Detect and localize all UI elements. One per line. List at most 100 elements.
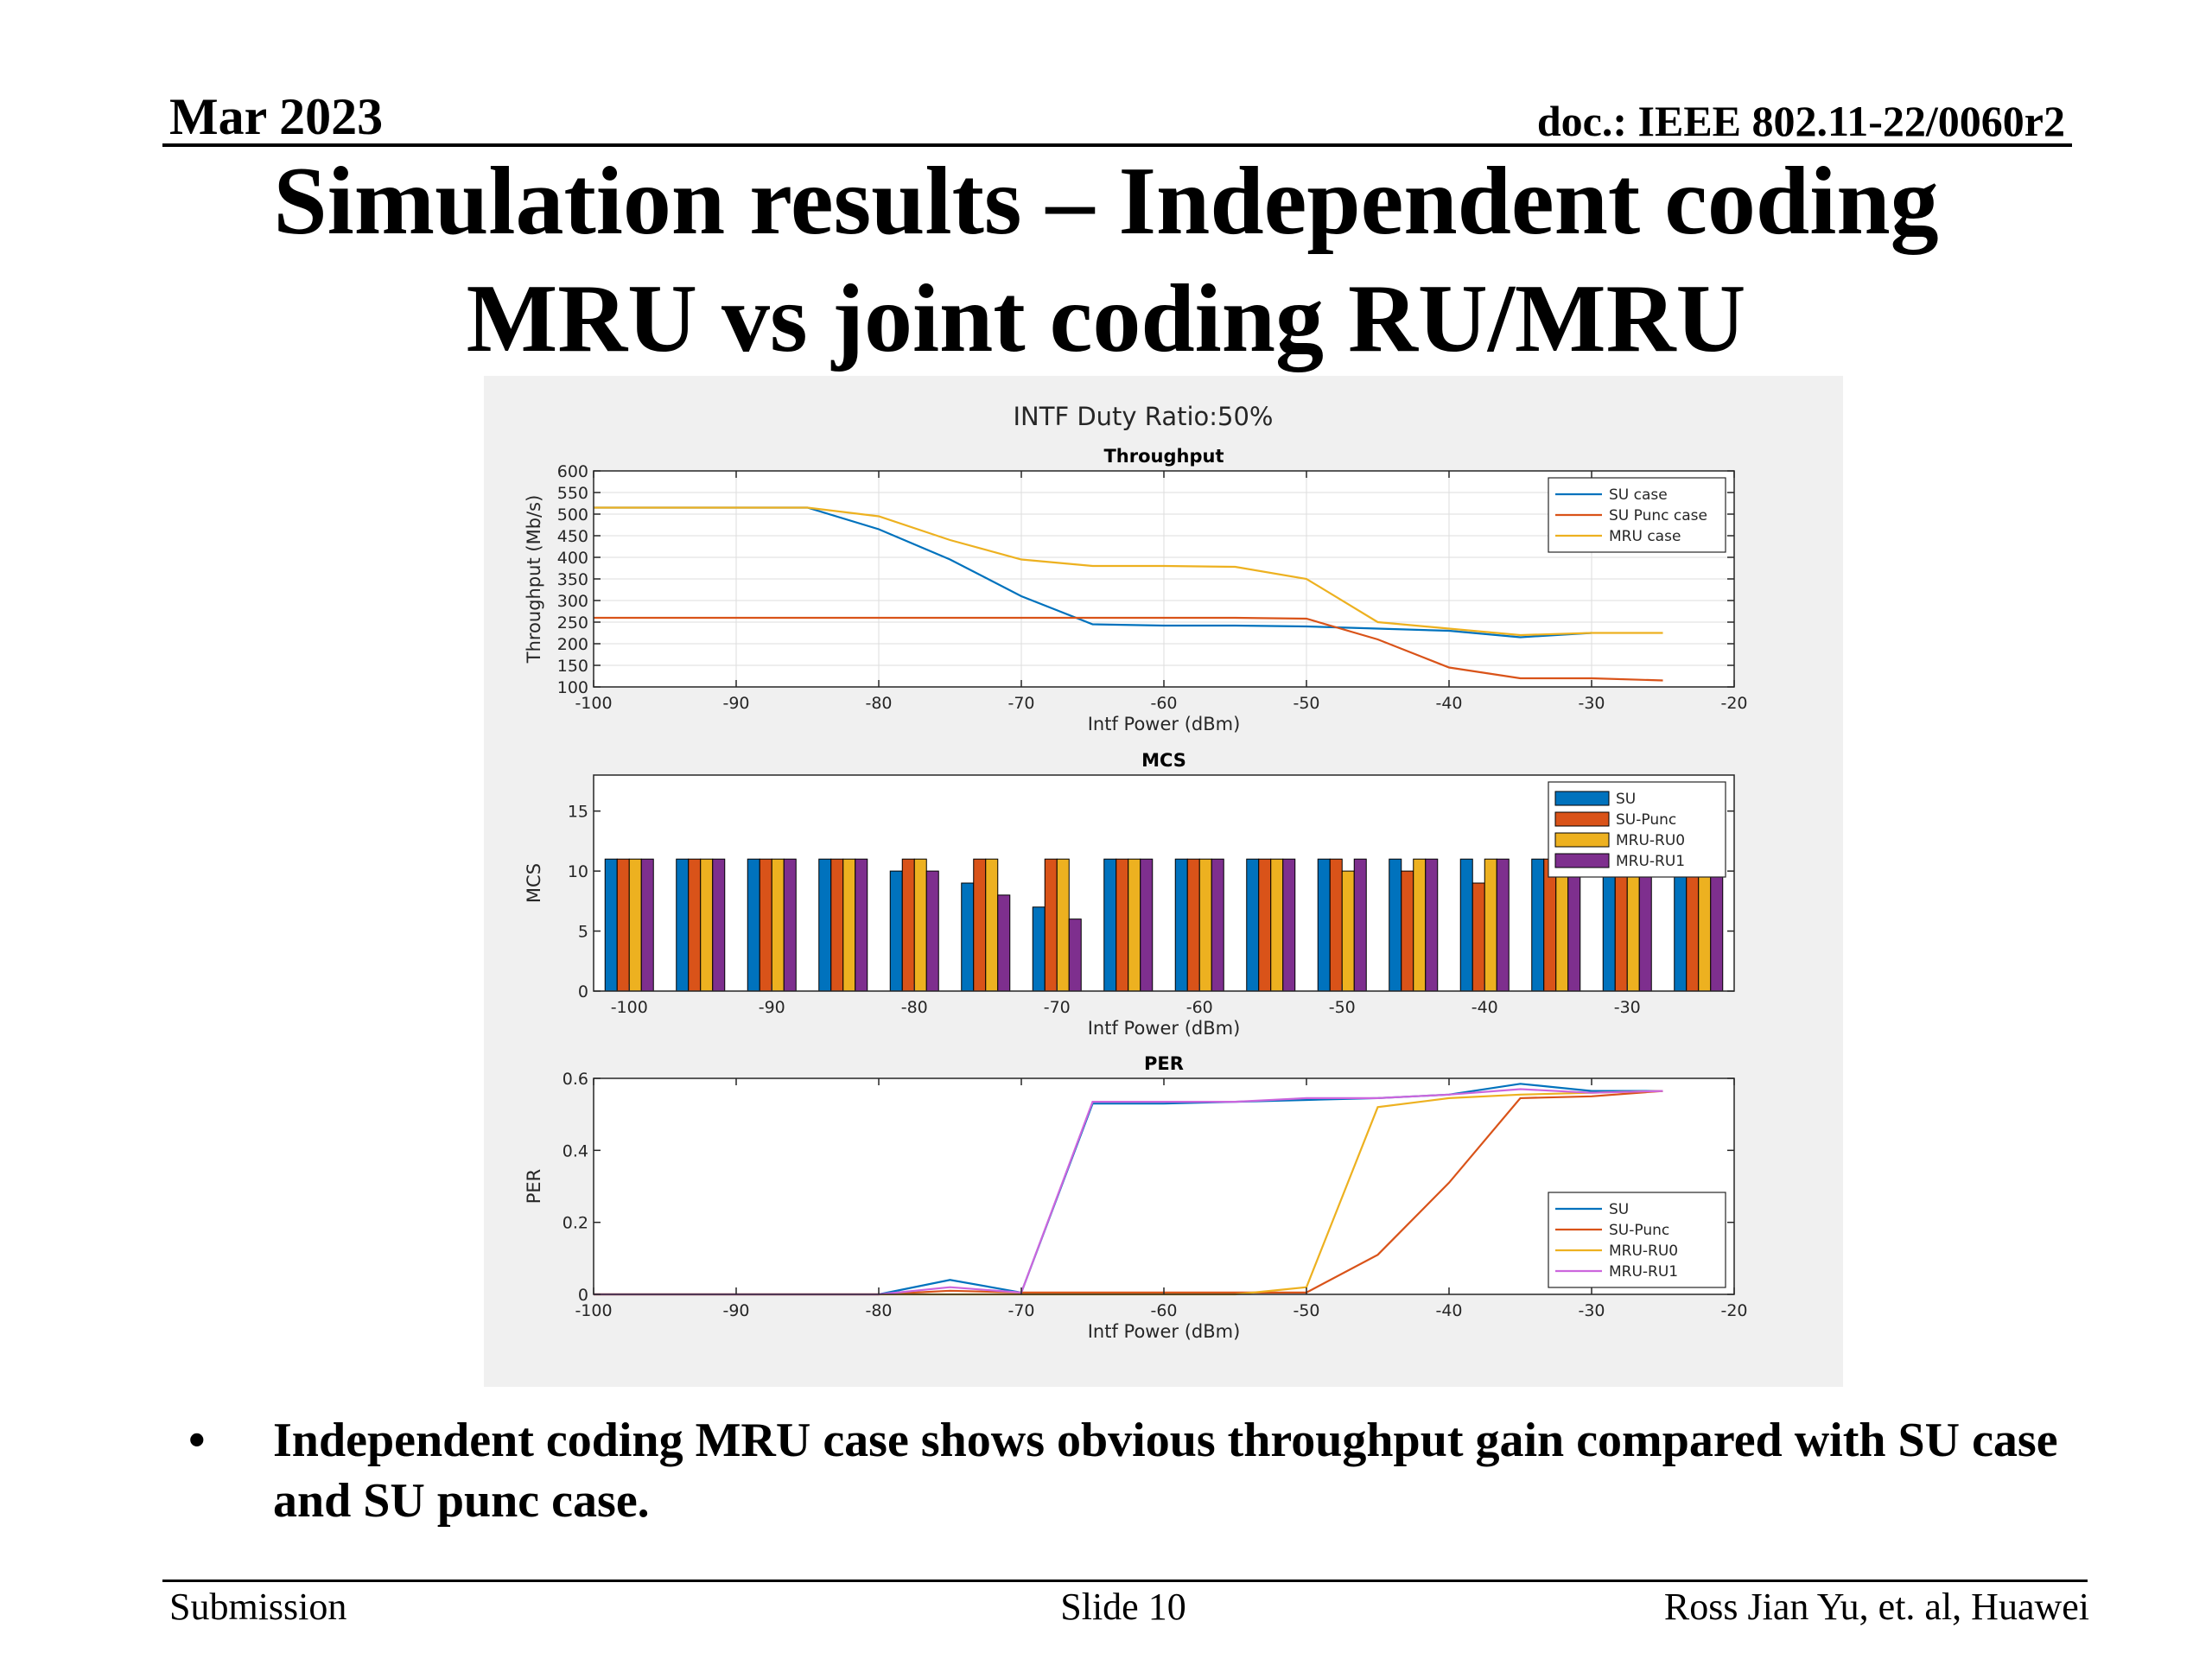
mcs-bar (1282, 858, 1296, 992)
throughput-y-tick-label: 600 (557, 462, 588, 481)
mcs-bar (1496, 858, 1510, 992)
per-plot-area (594, 1078, 1734, 1294)
mcs-bar (1198, 858, 1212, 992)
throughput-axes: -100 -90 -80 -70 -60 -50 -40 -30 -20 100 150 200 250… (524, 446, 1748, 734)
throughput-x-tick-label: -40 (1435, 694, 1462, 713)
mcs-bar (1543, 858, 1557, 992)
mcs-legend-label: MRU-RU1 (1616, 853, 1685, 870)
mcs-legend-label: MRU-RU0 (1616, 832, 1685, 849)
mcs-bar (1270, 858, 1284, 992)
per-legend-label: MRU-RU1 (1609, 1263, 1678, 1281)
throughput-legend-label: SU case (1609, 486, 1668, 504)
per-x-tick-label: -50 (1293, 1301, 1319, 1320)
mcs-legend-swatch (1554, 791, 1610, 806)
mcs-bar (1044, 858, 1058, 992)
mcs-bar (1459, 858, 1473, 992)
slide-title-line-1: Simulation results – Independent coding (273, 148, 1939, 255)
per-legend-label: SU (1609, 1201, 1629, 1218)
mcs-bar (842, 858, 856, 992)
mcs-bar (628, 858, 642, 992)
per-y-axis-label: PER (524, 1169, 544, 1205)
per-title: PER (1144, 1053, 1184, 1074)
per-x-tick-label: -100 (575, 1301, 612, 1320)
throughput-series-line-2 (594, 616, 1663, 682)
mcs-title: MCS (1141, 750, 1186, 771)
per-x-tick-label: -20 (1720, 1301, 1747, 1320)
footer-slide-number: Slide 10 (1060, 1586, 1186, 1628)
mcs-x-tick-label: -50 (1329, 998, 1356, 1017)
throughput-x-tick-label: -20 (1720, 694, 1747, 713)
mcs-legend-label: SU-Punc (1616, 811, 1676, 829)
mcs-bar (700, 858, 714, 992)
mcs-bar (1389, 858, 1402, 992)
mcs-bar (1103, 858, 1117, 992)
mcs-bar (1413, 858, 1427, 992)
mcs-bar (1626, 858, 1640, 992)
mcs-bar (747, 858, 760, 992)
mcs-bar (1686, 858, 1700, 992)
throughput-y-tick-label: 250 (557, 613, 588, 632)
mcs-x-axis-label: Intf Power (dBm) (1088, 1018, 1241, 1039)
per-legend-label: MRU-RU0 (1609, 1243, 1678, 1260)
footer-divider (162, 1580, 2088, 1582)
mcs-bar (985, 858, 999, 992)
mcs-bar (759, 858, 772, 992)
mcs-bar (961, 882, 975, 992)
mcs-bar (913, 858, 927, 992)
mcs-bar (1211, 858, 1224, 992)
mcs-bar (1186, 858, 1200, 992)
throughput-x-tick-label: -80 (865, 694, 892, 713)
mcs-bar (1531, 858, 1545, 992)
throughput-legend-label: SU Punc case (1609, 507, 1707, 524)
mcs-bar (783, 858, 797, 992)
per-y-tick-label: 0.6 (563, 1070, 588, 1089)
mcs-bar (1484, 858, 1497, 992)
throughput-x-tick-label: -100 (575, 694, 612, 713)
throughput-x-tick-label: -30 (1578, 694, 1605, 713)
per-y-tick-label: 0.4 (563, 1141, 588, 1160)
mcs-x-tick-label: -60 (1186, 998, 1213, 1017)
throughput-series-line-3 (594, 506, 1663, 637)
per-y-tick-label: 0 (578, 1286, 588, 1305)
slide-title: Simulation results – Independent coding … (130, 143, 2082, 378)
mcs-bar (1128, 858, 1141, 992)
per-x-tick-label: -90 (722, 1301, 749, 1320)
mcs-x-tick-label: -30 (1614, 998, 1641, 1017)
per-x-axis-label: Intf Power (dBm) (1088, 1321, 1241, 1342)
throughput-legend: SU case SU Punc case MRU case (1548, 477, 1726, 553)
mcs-bar (1638, 858, 1652, 992)
throughput-x-tick-label: -60 (1150, 694, 1177, 713)
simulation-figure: INTF Duty Ratio:50% -100 -90 -80 -70 -60 -50 -4… (484, 376, 1843, 1387)
mcs-bar (1710, 858, 1724, 992)
mcs-bar (712, 858, 726, 992)
throughput-y-tick-label: 550 (557, 484, 588, 503)
mcs-bar (688, 858, 702, 992)
per-x-tick-label: -30 (1578, 1301, 1605, 1320)
mcs-bar (1341, 870, 1355, 992)
mcs-bar (1140, 858, 1154, 992)
mcs-x-tick-label: -70 (1044, 998, 1071, 1017)
mcs-x-tick-label: -40 (1471, 998, 1498, 1017)
mcs-bar (1258, 858, 1272, 992)
mcs-bar (1555, 870, 1569, 992)
per-x-tick-label: -60 (1150, 1301, 1177, 1320)
bullet-text: Independent coding MRU case shows obviou… (273, 1414, 2058, 1528)
mcs-bar (1674, 858, 1688, 992)
mcs-bar (818, 858, 832, 992)
mcs-legend: SU SU-Punc MRU-RU0 MRU-RU1 (1548, 781, 1726, 878)
throughput-legend-label: MRU case (1609, 528, 1681, 545)
mcs-bar (1602, 858, 1616, 992)
mcs-x-tick-label: -90 (759, 998, 785, 1017)
mcs-bar (616, 858, 630, 992)
mcs-bar (830, 858, 844, 992)
bullet-marker: • (188, 1414, 206, 1467)
mcs-bar (855, 858, 868, 992)
throughput-y-tick-label: 200 (557, 635, 588, 654)
mcs-bar (1056, 858, 1070, 992)
footer-authors: Ross Jian Yu, et. al, Huawei (1663, 1586, 2089, 1628)
throughput-y-tick-label: 500 (557, 505, 588, 524)
mcs-frame (593, 774, 1735, 992)
throughput-x-tick-label: -90 (722, 694, 749, 713)
mcs-x-tick-label: -80 (901, 998, 928, 1017)
mcs-bar (1068, 918, 1082, 992)
